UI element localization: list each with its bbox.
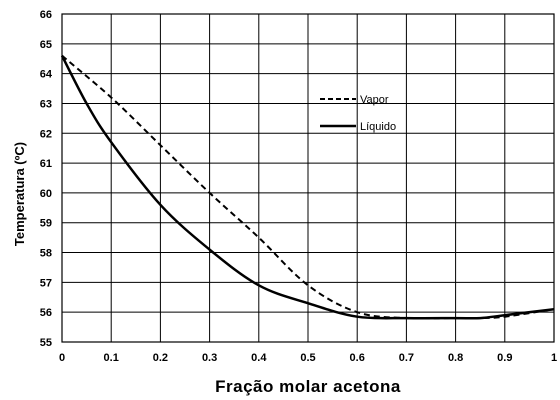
grid xyxy=(61,13,555,343)
y-tick-label: 55 xyxy=(40,337,52,349)
x-axis-title: Fração molar acetona xyxy=(215,377,401,396)
plot-frame xyxy=(61,13,555,343)
x-tick-label: 0.3 xyxy=(202,352,217,364)
y-tick-label: 61 xyxy=(40,158,52,170)
x-tick-label: 0.7 xyxy=(399,352,414,364)
legend-label-vapor: Vapor xyxy=(360,94,389,106)
y-tick-label: 66 xyxy=(40,9,52,21)
y-tick-labels: 55 56 57 58 59 60 61 62 63 64 65 66 xyxy=(40,9,53,349)
y-tick-label: 63 xyxy=(40,98,52,110)
x-tick-label: 0.6 xyxy=(350,352,365,364)
y-tick-label: 58 xyxy=(40,248,52,260)
series-line-liquido xyxy=(60,55,555,320)
y-tick-label: 56 xyxy=(40,307,52,319)
y-tick-label: 65 xyxy=(40,39,52,51)
x-tick-label: 0.8 xyxy=(448,352,463,364)
x-tick-label: 0.2 xyxy=(153,352,168,364)
legend-label-liquido: Líquido xyxy=(360,121,396,133)
x-tick-label: 0.5 xyxy=(300,352,315,364)
y-tick-label: 59 xyxy=(40,218,52,230)
x-tick-labels: 0 0.1 0.2 0.3 0.4 0.5 0.6 0.7 0.8 0.9 1 xyxy=(59,352,557,364)
x-tick-label: 0 xyxy=(59,352,65,364)
series-lines xyxy=(60,54,555,320)
y-axis-title: Temperatura (ºC) xyxy=(12,142,27,246)
x-tick-label: 0.1 xyxy=(104,352,119,364)
x-tick-label: 0.9 xyxy=(497,352,512,364)
y-tick-label: 62 xyxy=(40,128,52,140)
y-tick-label: 64 xyxy=(40,69,53,81)
y-tick-label: 57 xyxy=(40,277,52,289)
x-tick-label: 0.4 xyxy=(251,352,267,364)
legend: Vapor Líquido xyxy=(320,94,396,133)
x-tick-label: 1 xyxy=(551,352,557,364)
plot-border xyxy=(61,13,555,343)
y-tick-label: 60 xyxy=(40,188,52,200)
